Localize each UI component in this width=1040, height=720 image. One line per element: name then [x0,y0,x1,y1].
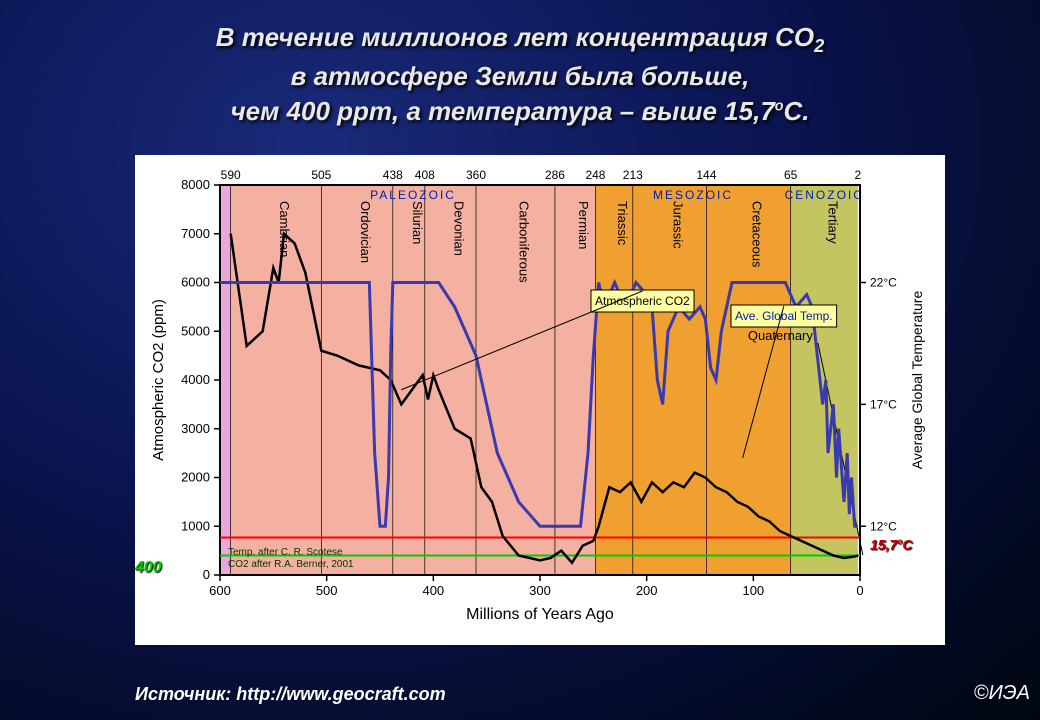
svg-text:Atmospheric CO2: Atmospheric CO2 [595,294,690,308]
svg-text:CO2 after R.A. Berner, 2001: CO2 after R.A. Berner, 2001 [228,559,354,570]
svg-text:17°C: 17°C [870,397,897,411]
svg-text:144: 144 [696,168,716,182]
svg-text:Permian: Permian [576,201,591,249]
svg-text:5000: 5000 [181,323,210,338]
svg-text:505: 505 [311,168,331,182]
svg-text:PALEOZOIC: PALEOZOIC [370,188,456,202]
svg-text:500: 500 [316,583,338,598]
svg-text:0: 0 [203,567,210,582]
svg-text:CENOZOIC: CENOZOIC [785,188,864,202]
svg-text:360: 360 [466,168,486,182]
svg-text:590: 590 [221,168,241,182]
svg-text:0: 0 [856,583,863,598]
svg-text:200: 200 [636,583,658,598]
svg-text:Ordovician: Ordovician [358,201,373,263]
svg-text:300: 300 [529,583,551,598]
copyright-text: ©ИЭА [974,682,1030,705]
svg-text:438: 438 [383,168,403,182]
svg-text:Jurassic: Jurassic [671,201,686,249]
svg-text:6000: 6000 [181,275,210,290]
svg-text:2: 2 [855,168,862,182]
svg-text:Millions of Years Ago: Millions of Years Ago [466,606,614,623]
svg-text:100: 100 [742,583,764,598]
svg-text:408: 408 [415,168,435,182]
svg-text:MESOZOIC: MESOZOIC [653,188,733,202]
svg-text:Cretaceous: Cretaceous [750,201,765,268]
svg-text:Devonian: Devonian [451,201,466,256]
slide-title: В течение миллионов лет концентрация CO2… [80,20,960,129]
svg-text:Silurian: Silurian [410,201,425,244]
svg-text:Cambrian: Cambrian [277,201,292,257]
svg-text:213: 213 [623,168,643,182]
svg-text:1000: 1000 [181,518,210,533]
svg-text:2000: 2000 [181,470,210,485]
svg-text:4000: 4000 [181,372,210,387]
svg-text:8000: 8000 [181,177,210,192]
svg-text:Average Global Temperature: Average Global Temperature [909,291,925,470]
svg-text:Temp. after C. R. Scotese: Temp. after C. R. Scotese [228,547,343,558]
svg-text:Tertiary: Tertiary [825,201,840,244]
geologic-chart: Cambrian Ordovician Silurian Devonian Carbon… [135,155,945,645]
svg-text:Ave. Global Temp.: Ave. Global Temp. [735,309,833,323]
source-text: Источник: http://www.geocraft.com [135,684,446,705]
svg-text:22°C: 22°C [870,276,897,290]
svg-text:12°C: 12°C [870,519,897,533]
svg-text:Atmospheric CO2 (ppm): Atmospheric CO2 (ppm) [150,299,167,461]
svg-text:Triassic: Triassic [615,201,630,246]
svg-text:248: 248 [585,168,605,182]
highlight-400-label: 400 [135,559,162,577]
svg-text:Quaternary: Quaternary [748,328,814,343]
svg-text:7000: 7000 [181,226,210,241]
highlight-157-label: 15,7оС [870,536,913,553]
svg-text:600: 600 [209,583,231,598]
svg-text:400: 400 [422,583,444,598]
svg-text:Carboniferous: Carboniferous [516,201,531,283]
svg-text:65: 65 [784,168,798,182]
svg-text:286: 286 [545,168,565,182]
svg-text:3000: 3000 [181,421,210,436]
